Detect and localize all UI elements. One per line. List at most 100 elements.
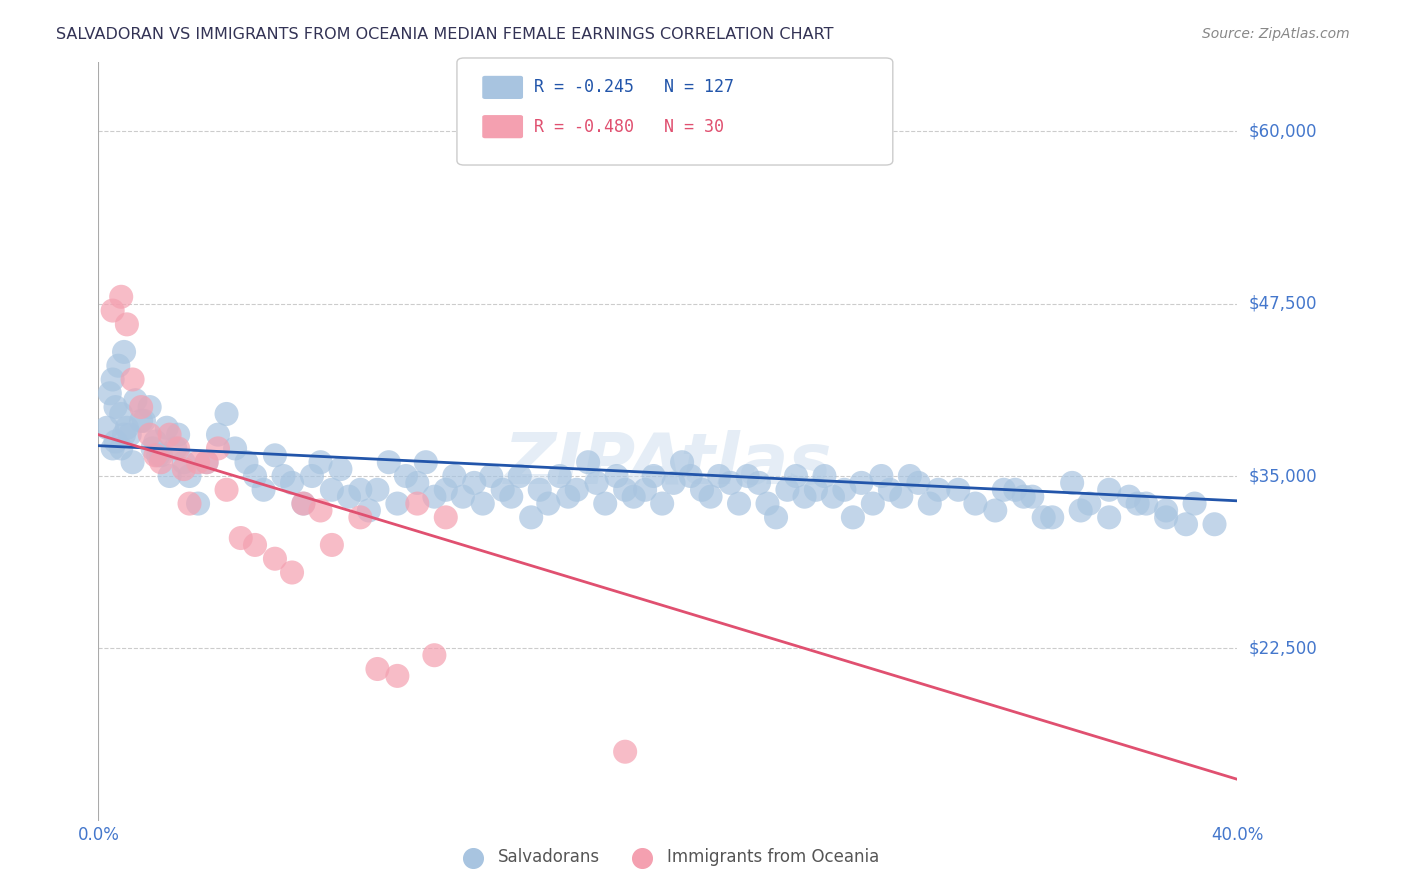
Point bbox=[129, 414, 152, 428]
Point bbox=[195, 455, 218, 469]
Point bbox=[156, 421, 179, 435]
Point bbox=[292, 497, 315, 511]
Point bbox=[907, 475, 929, 490]
Point bbox=[585, 475, 607, 490]
Point bbox=[1078, 497, 1101, 511]
Point bbox=[451, 490, 474, 504]
Point bbox=[557, 490, 579, 504]
Point bbox=[927, 483, 949, 497]
Point bbox=[337, 490, 360, 504]
Point bbox=[1012, 490, 1035, 504]
Point bbox=[606, 469, 628, 483]
Point bbox=[834, 483, 856, 497]
Point bbox=[301, 469, 323, 483]
Point bbox=[593, 497, 616, 511]
Point bbox=[281, 566, 304, 580]
Point bbox=[918, 497, 941, 511]
Point bbox=[479, 469, 502, 483]
Point bbox=[993, 483, 1015, 497]
Point bbox=[121, 455, 143, 469]
Point bbox=[167, 442, 190, 456]
Point bbox=[101, 442, 124, 456]
Point bbox=[1118, 490, 1140, 504]
Point bbox=[870, 469, 893, 483]
Point bbox=[148, 448, 170, 462]
Point bbox=[121, 372, 143, 386]
Point bbox=[614, 745, 637, 759]
Text: $35,000: $35,000 bbox=[1249, 467, 1317, 485]
Point bbox=[501, 490, 523, 504]
Point bbox=[821, 490, 844, 504]
Point bbox=[224, 442, 246, 456]
Point bbox=[671, 455, 693, 469]
Point bbox=[785, 469, 807, 483]
Point bbox=[737, 469, 759, 483]
Legend: Salvadorans, Immigrants from Oceania: Salvadorans, Immigrants from Oceania bbox=[450, 842, 886, 873]
Text: $60,000: $60,000 bbox=[1249, 122, 1317, 140]
Point bbox=[434, 483, 457, 497]
Point bbox=[179, 497, 201, 511]
Point bbox=[243, 469, 266, 483]
Point bbox=[159, 469, 181, 483]
Point bbox=[124, 393, 146, 408]
Point bbox=[537, 497, 560, 511]
Point bbox=[1040, 510, 1063, 524]
Point bbox=[1184, 497, 1206, 511]
Point bbox=[1062, 475, 1084, 490]
Point bbox=[565, 483, 588, 497]
Point bbox=[165, 442, 187, 456]
Point bbox=[110, 442, 132, 456]
Point bbox=[395, 469, 418, 483]
Point bbox=[862, 497, 884, 511]
Point bbox=[187, 497, 209, 511]
Point bbox=[150, 455, 173, 469]
Point bbox=[662, 475, 685, 490]
Point bbox=[366, 662, 388, 676]
Point bbox=[118, 427, 141, 442]
Text: $22,500: $22,500 bbox=[1249, 640, 1317, 657]
Point bbox=[150, 448, 173, 462]
Point bbox=[349, 483, 371, 497]
Point bbox=[1070, 503, 1092, 517]
Point bbox=[104, 434, 127, 449]
Point bbox=[173, 455, 195, 469]
Text: ZIPAtlas: ZIPAtlas bbox=[503, 430, 832, 499]
Point bbox=[273, 469, 295, 483]
Point bbox=[104, 400, 127, 414]
Point bbox=[406, 475, 429, 490]
Point bbox=[138, 400, 160, 414]
Point bbox=[898, 469, 921, 483]
Point bbox=[548, 469, 571, 483]
Point bbox=[195, 455, 218, 469]
Point bbox=[1098, 483, 1121, 497]
Point bbox=[699, 490, 721, 504]
Point bbox=[1004, 483, 1026, 497]
Text: R = -0.245   N = 127: R = -0.245 N = 127 bbox=[534, 78, 734, 96]
Text: $47,500: $47,500 bbox=[1249, 294, 1317, 313]
Point bbox=[423, 648, 446, 663]
Point bbox=[235, 455, 257, 469]
Point bbox=[1098, 510, 1121, 524]
Point bbox=[215, 407, 238, 421]
Point bbox=[101, 303, 124, 318]
Point bbox=[1032, 510, 1054, 524]
Point bbox=[96, 421, 118, 435]
Point bbox=[765, 510, 787, 524]
Point bbox=[159, 427, 181, 442]
Point bbox=[651, 497, 673, 511]
Point bbox=[1154, 503, 1177, 517]
Point bbox=[110, 290, 132, 304]
Point bbox=[471, 497, 494, 511]
Point bbox=[132, 414, 155, 428]
Point bbox=[292, 497, 315, 511]
Text: Source: ZipAtlas.com: Source: ZipAtlas.com bbox=[1202, 27, 1350, 41]
Point bbox=[145, 434, 167, 449]
Point bbox=[110, 407, 132, 421]
Point bbox=[804, 483, 827, 497]
Point bbox=[1126, 497, 1149, 511]
Point bbox=[643, 469, 665, 483]
Point bbox=[634, 483, 657, 497]
Point bbox=[378, 455, 401, 469]
Point bbox=[690, 483, 713, 497]
Point bbox=[252, 483, 274, 497]
